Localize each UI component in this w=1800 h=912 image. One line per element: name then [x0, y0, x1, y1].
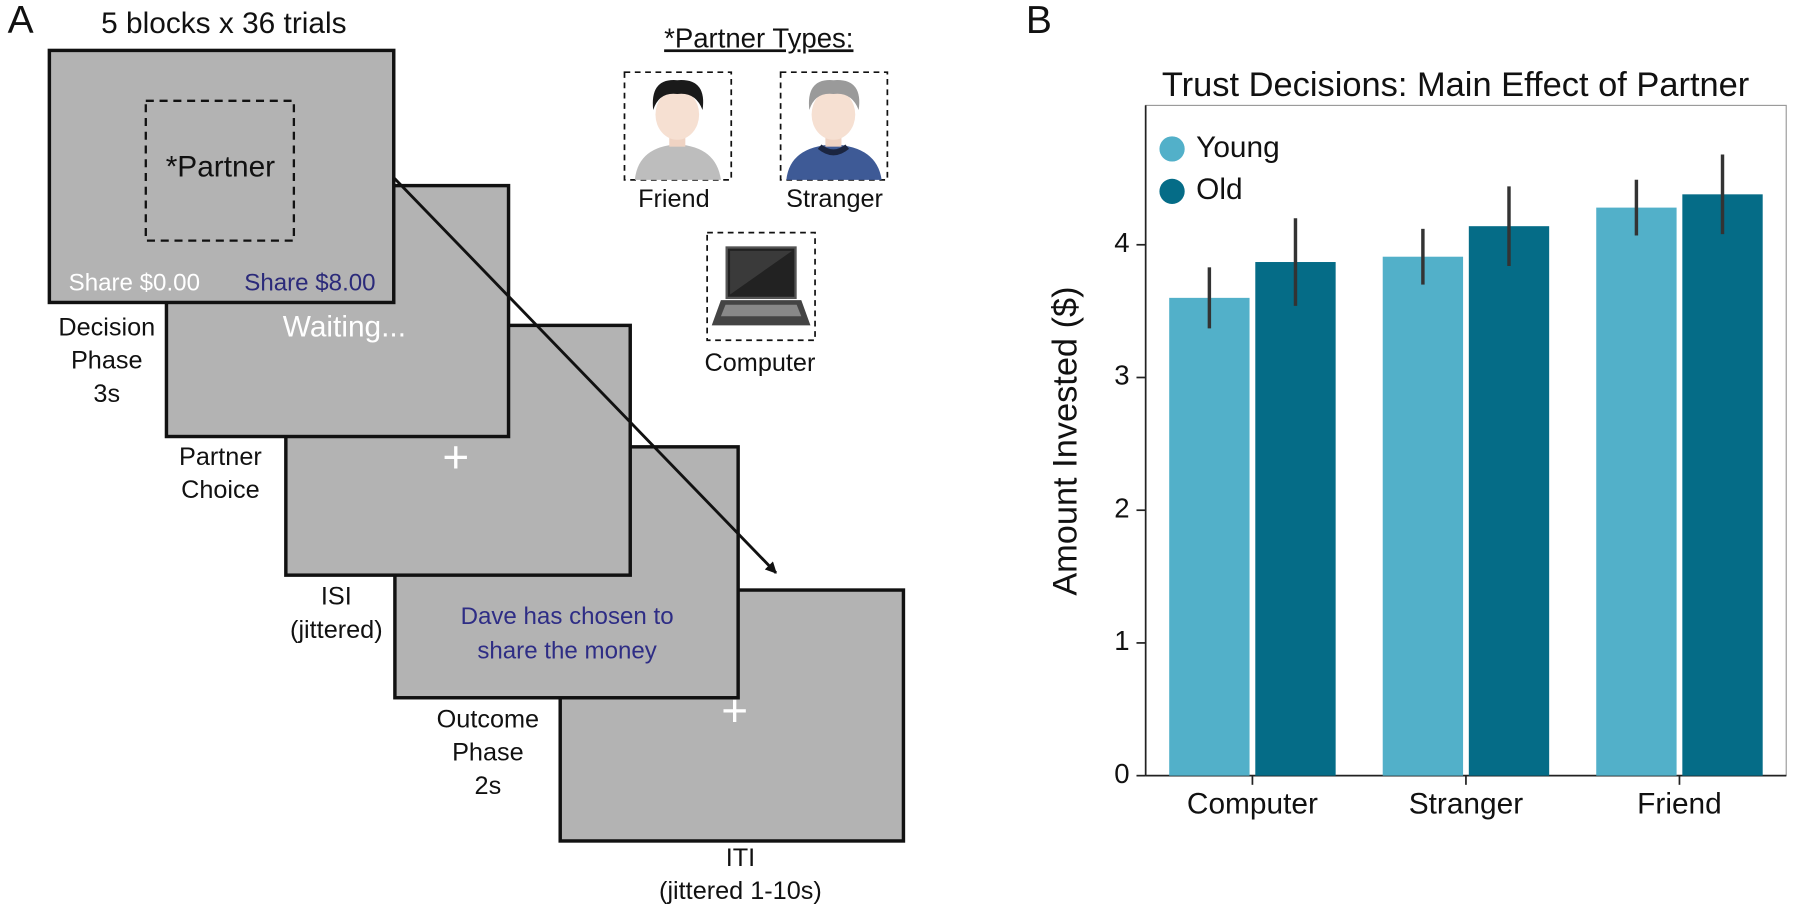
partner-label: Friend: [638, 185, 710, 213]
legend-label: Young: [1196, 131, 1280, 164]
bar: [1682, 194, 1763, 776]
caption: Phase: [71, 347, 143, 375]
waiting-text: Waiting...: [283, 311, 406, 344]
partner-label: Stranger: [786, 185, 883, 213]
friend-icon: [623, 71, 733, 181]
y-axis-label: Amount Invested ($): [1047, 286, 1085, 595]
bar: [1468, 226, 1550, 776]
arrow: [392, 176, 778, 574]
legend-label: Old: [1196, 173, 1242, 206]
caption: ISI: [321, 583, 352, 611]
panel-b: B Trust Decisions: Main Effect of Partne…: [1026, 0, 1787, 820]
caption: Outcome: [437, 705, 539, 733]
caption: Phase: [452, 739, 524, 767]
panel-label: B: [1026, 0, 1052, 42]
computer-icon: [706, 231, 816, 342]
partner-types-title: *Partner Types:: [664, 22, 853, 53]
outcome-text: share the money: [477, 637, 657, 664]
bar: [1169, 297, 1250, 776]
share-option: Share $8.00: [244, 270, 375, 297]
heading: 5 blocks x 36 trials: [101, 7, 346, 40]
x-tick-label: Stranger: [1409, 787, 1523, 820]
bar: [1382, 256, 1464, 776]
caption: 2s: [475, 772, 502, 800]
outcome-text: Dave has chosen to: [461, 603, 674, 630]
y-tick-label: 0: [1114, 758, 1129, 789]
caption: Choice: [181, 476, 260, 504]
caption: Decision: [58, 314, 155, 342]
bar: [1596, 207, 1677, 776]
caption: 3s: [93, 380, 120, 408]
fixation: +: [442, 431, 469, 483]
captions: Decision Phase 3s Partner Choice ISI (jittered…: [58, 314, 821, 906]
caption: (jittered): [290, 616, 383, 644]
partner-text: *Partner: [166, 150, 275, 183]
caption: (jittered 1-10s): [659, 877, 822, 905]
x-tick-label: Friend: [1637, 787, 1722, 820]
caption: Partner: [179, 443, 262, 471]
y-tick-label: 3: [1114, 360, 1129, 391]
x-tick-label: Computer: [1187, 787, 1318, 820]
panel-a: A 5 blocks x 36 trials + Dave has chosen…: [8, 0, 906, 906]
partner-box: [144, 99, 296, 242]
stranger-icon: [779, 71, 889, 181]
partner-label: Computer: [705, 349, 816, 377]
chart-title: Trust Decisions: Main Effect of Partner: [1162, 66, 1749, 104]
y-tick-label: 2: [1114, 492, 1129, 523]
panel-label: A: [8, 0, 34, 42]
legend-marker: [1159, 136, 1185, 162]
screen: [47, 48, 396, 305]
y-tick-label: 4: [1114, 227, 1129, 258]
y-tick-label: 1: [1114, 625, 1129, 656]
bar: [1255, 262, 1336, 776]
share-option: Share $0.00: [69, 270, 200, 297]
caption: ITI: [726, 844, 755, 872]
legend-marker: [1159, 178, 1185, 204]
